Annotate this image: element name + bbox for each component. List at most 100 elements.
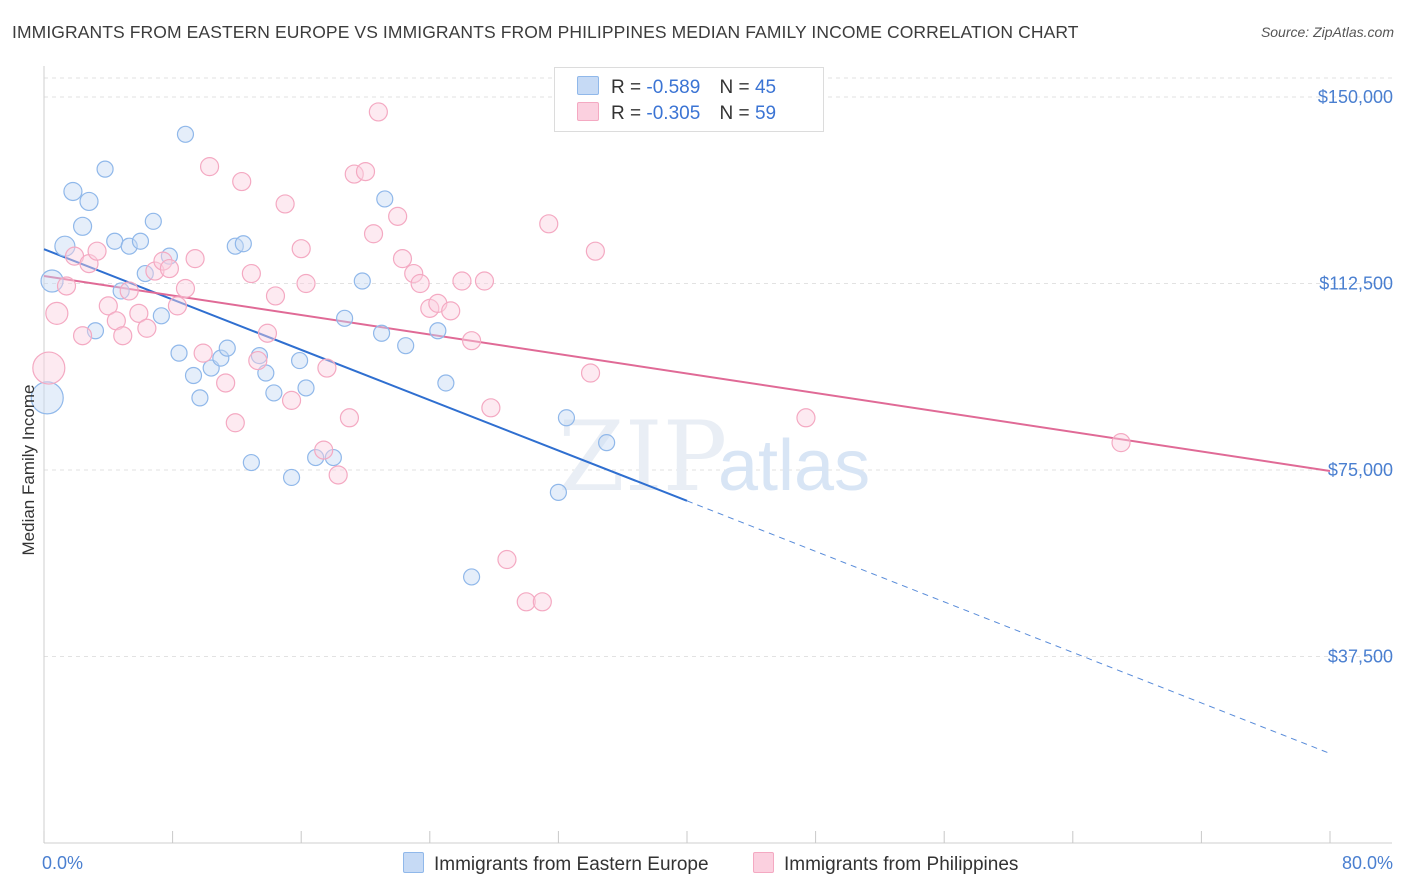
point-philippines (328, 465, 348, 485)
trend-lines (43, 248, 1331, 754)
point-eastern-europe (234, 235, 252, 253)
point-philippines (441, 301, 461, 321)
point-philippines (317, 358, 337, 378)
point-philippines (129, 303, 149, 323)
point-eastern-europe (112, 282, 130, 300)
watermark-zip: ZIP (558, 401, 727, 513)
point-philippines (363, 224, 384, 244)
point-eastern-europe (324, 448, 342, 467)
point-philippines (368, 102, 388, 122)
point-eastern-europe (131, 232, 150, 250)
point-eastern-europe (549, 483, 568, 501)
y-tick-label: $150,000 (1318, 87, 1393, 107)
point-philippines (497, 549, 517, 570)
point-eastern-europe (72, 216, 93, 236)
point-philippines (404, 263, 424, 284)
grid-lines (44, 77, 1392, 657)
point-eastern-europe (397, 337, 415, 355)
point-eastern-europe (30, 381, 64, 415)
legend-swatch-blue (577, 76, 599, 95)
point-philippines (185, 249, 205, 269)
bottom-legend-label: Immigrants from Eastern Europe (434, 854, 709, 875)
point-eastern-europe (170, 344, 188, 362)
point-philippines (516, 592, 536, 612)
point-philippines (410, 273, 430, 294)
point-philippines (1111, 433, 1131, 453)
point-eastern-europe (176, 125, 195, 143)
data-points (30, 102, 1131, 612)
point-philippines (137, 318, 157, 338)
watermark-atlas: atlas (718, 426, 870, 506)
point-philippines (225, 413, 245, 433)
point-eastern-europe (429, 322, 447, 340)
point-philippines (232, 171, 252, 192)
y-tick-label: $75,000 (1328, 460, 1393, 480)
point-eastern-europe (290, 351, 309, 370)
point-philippines (474, 271, 495, 291)
point-eastern-europe (353, 272, 371, 290)
x-tick-label-min: 0.0% (42, 853, 83, 873)
point-philippines (153, 251, 173, 271)
legend-row-philippines: R = -0.305 N = 59 (577, 102, 776, 126)
trend-line-eastern-europe-projection (686, 500, 1331, 754)
point-eastern-europe (96, 160, 114, 178)
point-philippines (87, 241, 107, 261)
point-philippines (392, 249, 413, 269)
point-philippines (281, 390, 302, 410)
source-label: Source: ZipAtlas.com (1260, 24, 1394, 40)
point-philippines (296, 273, 316, 294)
point-philippines (72, 326, 93, 346)
point-philippines (532, 592, 552, 612)
bottom-legend-philippines: Immigrants from Philippines (753, 852, 1018, 876)
point-eastern-europe (184, 366, 203, 385)
point-philippines (167, 296, 188, 316)
y-tick-label: $112,500 (1319, 274, 1393, 294)
point-philippines (388, 206, 408, 226)
point-philippines (145, 261, 165, 281)
point-philippines (56, 276, 77, 296)
point-philippines (248, 350, 268, 371)
point-eastern-europe (120, 237, 138, 255)
chart-title: IMMIGRANTS FROM EASTERN EUROPE VS IMMIGR… (12, 22, 1079, 42)
point-philippines (32, 351, 66, 385)
legend-n-value: 59 (754, 103, 777, 124)
trend-line-eastern-europe (43, 248, 688, 502)
point-eastern-europe (79, 191, 99, 212)
point-philippines (45, 301, 69, 325)
point-eastern-europe (218, 339, 236, 357)
point-philippines (452, 271, 472, 291)
x-tick-label-max: 80.0% (1342, 853, 1393, 873)
bottom-legend-eastern-europe: Immigrants from Eastern Europe (403, 852, 709, 876)
point-eastern-europe (63, 181, 83, 202)
point-philippines (481, 398, 501, 418)
point-philippines (291, 239, 311, 259)
point-philippines (257, 323, 278, 343)
legend-swatch-pink (577, 102, 599, 121)
point-philippines (796, 408, 816, 428)
tick-labels: $37,500 $75,000 $112,500 $150,000 0.0% 80.0% (42, 87, 1393, 873)
point-philippines (98, 296, 118, 316)
bottom-legend-label: Immigrants from Philippines (784, 854, 1019, 875)
point-philippines (275, 194, 295, 214)
point-philippines (265, 286, 286, 306)
point-eastern-europe (212, 349, 230, 367)
point-eastern-europe (265, 384, 283, 402)
point-eastern-europe (106, 232, 124, 250)
point-eastern-europe (242, 453, 260, 472)
point-philippines (199, 157, 220, 177)
point-eastern-europe (372, 324, 391, 342)
point-philippines (119, 281, 139, 301)
point-eastern-europe (297, 379, 315, 397)
point-philippines (241, 263, 261, 284)
point-philippines (539, 214, 559, 234)
point-philippines (193, 343, 213, 363)
point-philippines (113, 326, 133, 346)
legend-n-value: 45 (754, 77, 777, 98)
point-philippines (175, 278, 196, 299)
point-eastern-europe (336, 309, 354, 327)
point-eastern-europe (437, 374, 455, 392)
y-axis-title: Median Family Income (19, 384, 38, 555)
bottom-legend-swatch-pink (753, 852, 774, 873)
point-eastern-europe (144, 212, 162, 230)
